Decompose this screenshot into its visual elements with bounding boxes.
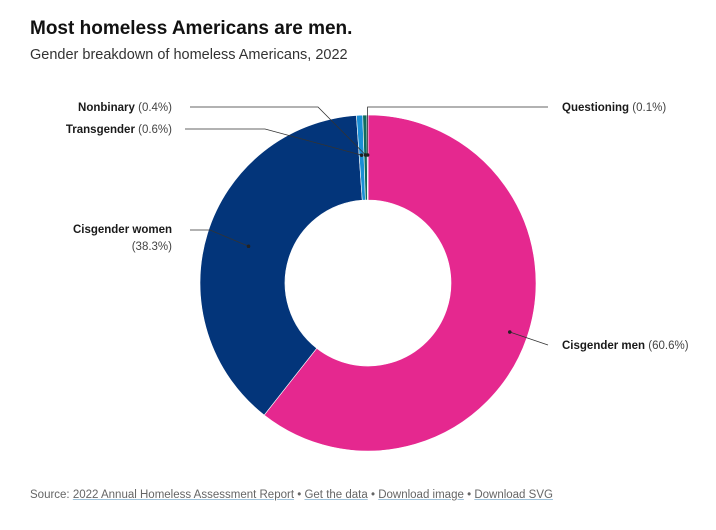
donut-chart: Cisgender men (60.6%) Cisgender women (38.…: [66, 102, 689, 452]
source-line: Source: 2022 Annual Homeless Assessment …: [30, 489, 553, 501]
download-image-link[interactable]: Download image: [378, 489, 464, 501]
leader-line: [367, 106, 548, 156]
data-label: Nonbinary (0.4%): [78, 102, 172, 114]
leader-dot: [359, 153, 364, 157]
leader-line: [190, 229, 249, 247]
source-link[interactable]: 2022 Annual Homeless Assessment Report: [72, 489, 295, 501]
slice-cisgender-women[interactable]: [199, 115, 363, 416]
data-label: Cisgender men (60.6%): [562, 340, 689, 352]
separator: •: [370, 489, 375, 501]
data-label: Questioning (0.1%): [562, 102, 666, 114]
source-prefix: Source:: [30, 489, 70, 501]
leader-line: [509, 331, 549, 346]
leader-dot: [365, 153, 370, 157]
leader-dot: [246, 244, 251, 249]
chart-title: Most homeless Americans are men.: [30, 18, 353, 39]
leader-line: [190, 106, 366, 156]
leader-line: [185, 128, 362, 156]
separator: •: [467, 489, 472, 501]
separator: •: [297, 489, 302, 501]
data-label: Cisgender women (38.3%): [73, 224, 172, 253]
leader-dot: [507, 330, 512, 334]
chart-subtitle: Gender breakdown of homeless Americans, …: [30, 47, 348, 63]
data-label: Transgender (0.6%): [66, 124, 172, 136]
slice-cisgender-men[interactable]: [263, 114, 537, 452]
download-svg-link[interactable]: Download SVG: [474, 489, 553, 501]
get-data-link[interactable]: Get the data: [304, 489, 368, 501]
